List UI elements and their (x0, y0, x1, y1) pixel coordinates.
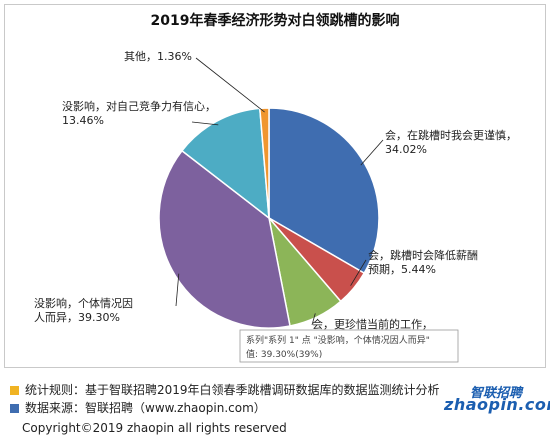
slice-confident[interactable] (180, 107, 270, 220)
chart-title: 2019年春季经济形势对白领跳槽的影响 (151, 12, 400, 29)
slice-other-label: 其他，1.36% (124, 50, 192, 63)
slice-varies-label: 没影响，个体情况因人而异，39.30% (34, 296, 133, 324)
slice-confident-label: 没影响，对自己竞争力有信心， 13.46% (62, 99, 216, 127)
copyright-text: Copyright©2019 zhaopin all rights reserv… (22, 421, 287, 435)
data-source-text: 数据来源：智联招聘（www.zhaopin.com） (25, 401, 266, 415)
slice-lower-salary-label: 会，跳槽时会降低薪酬预期，5.44% (368, 248, 478, 276)
data-source-note: 数据来源：智联招聘（www.zhaopin.com） (10, 399, 266, 416)
tooltip: 系列"系列 1" 点 "没影响，个体情况因人而异" 值: 39.30%(39%) (239, 329, 459, 363)
source-marker (10, 404, 19, 413)
slice-varies[interactable] (158, 149, 291, 329)
slice-cherish-job-label: 会，更珍惜当前的工作， (312, 317, 433, 331)
slice-other-leader (195, 57, 265, 113)
tooltip-line-1: 系列"系列 1" 点 "没影响，个体情况因人而异" (246, 334, 430, 346)
stat-rule-note: 统计规则：基于智联招聘2019年白领春季跳槽调研数据库的数据监测统计分析 (10, 381, 440, 398)
slice-cautious-label: 会，在跳槽时我会更谨慎， 34.02% (385, 128, 517, 156)
logo-cn-text: 智联招聘 (470, 386, 523, 401)
slice-lower-salary-leader (350, 259, 367, 286)
chart-frame (4, 4, 546, 368)
rule-marker (10, 386, 19, 395)
pie-chart: 2019年春季经济形势对白领跳槽的影响 会，在跳槽时我会更谨慎， 34.02% 会，… (34, 12, 517, 363)
slice-varies-leader (175, 273, 180, 307)
slice-cautious-leader (360, 139, 384, 166)
slice-confident-leader (191, 121, 219, 126)
tooltip-line-2: 值: 39.30%(39%) (246, 348, 322, 360)
logo-en-text: zhaopin.com (444, 395, 550, 414)
zhaopin-logo: 智联招聘 zhaopin.com (438, 382, 550, 416)
stat-rule-text: 统计规则：基于智联招聘2019年白领春季跳槽调研数据库的数据监测统计分析 (25, 383, 440, 397)
tooltip-box (239, 329, 459, 363)
slice-cautious[interactable] (268, 107, 380, 275)
slice-cherish-job-leader (311, 313, 316, 326)
